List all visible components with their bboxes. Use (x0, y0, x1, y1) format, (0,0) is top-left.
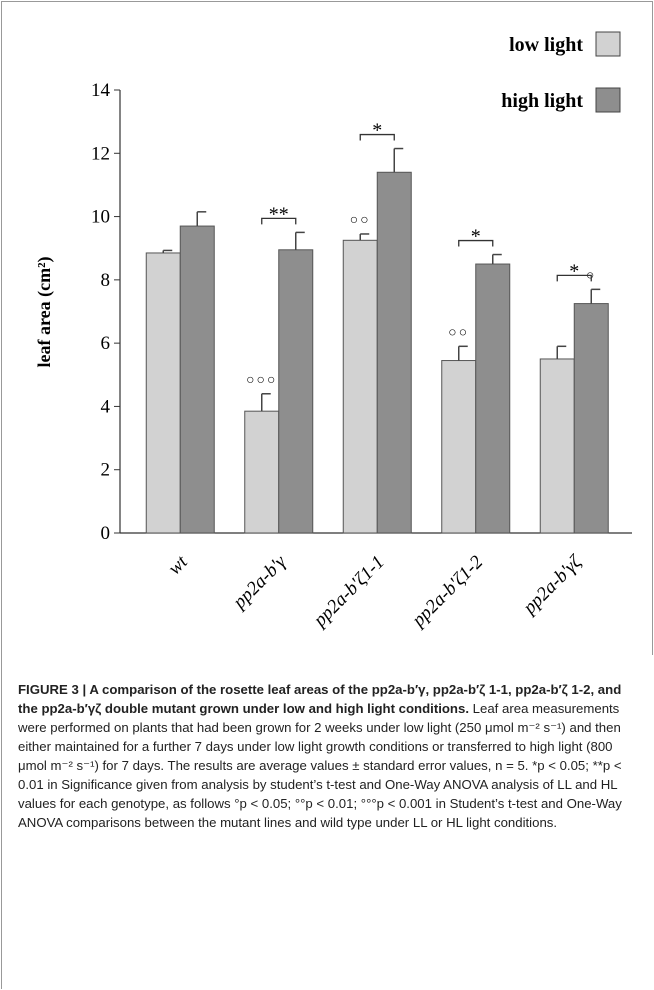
significance-mark: ○○ (448, 325, 469, 340)
legend-swatch (595, 31, 621, 57)
significance-bracket (458, 239, 494, 247)
significance-mark: ○○○ (246, 373, 277, 388)
y-tick-label: 8 (101, 270, 111, 291)
significance-bracket (261, 217, 297, 225)
x-tick-label: pp2a-b'γ (228, 551, 291, 614)
bar (376, 171, 412, 534)
caption: FIGURE 3 | A comparison of the rosette l… (18, 680, 638, 832)
y-tick-label: 2 (101, 460, 111, 481)
frame (652, 1, 653, 655)
bar (145, 252, 181, 534)
bar (342, 239, 378, 534)
y-tick-label: 12 (91, 143, 110, 164)
y-axis-label: leaf area (cm²) (34, 256, 55, 367)
legend-swatch (595, 87, 621, 113)
bar (278, 249, 314, 534)
chart: leaf area (cm²) 0 2 4 6 8 10 12 14 low light high… (34, 31, 632, 633)
legend-label: high light (501, 90, 583, 112)
significance-label: * (569, 260, 579, 282)
x-tick-label: pp2a-b'ζ1-1 (308, 552, 389, 633)
bar (539, 358, 575, 534)
significance-label: ** (269, 203, 289, 225)
y-tick-label: 6 (101, 333, 111, 354)
bar (475, 263, 511, 534)
x-tick-label: wt (164, 551, 192, 579)
x-tick-label: pp2a-b'ζ1-2 (407, 551, 488, 632)
significance-bracket (556, 274, 592, 282)
y-tick-label: 0 (101, 523, 111, 544)
legend-label: low light (509, 34, 583, 56)
significance-mark: ○○ (350, 213, 371, 228)
bar (244, 410, 280, 534)
caption-title: FIGURE 3 | A comparison of the rosette l… (18, 682, 622, 716)
significance-label: * (471, 226, 481, 248)
y-tick-label: 4 (101, 396, 111, 417)
bar (441, 360, 477, 534)
significance-bracket (359, 133, 395, 141)
y-tick-label: 10 (91, 207, 110, 228)
bar (573, 303, 609, 534)
bar (179, 225, 215, 534)
y-tick-label: 14 (91, 80, 111, 101)
significance-label: * (372, 120, 382, 142)
x-tick-label: pp2a-b'γζ (518, 551, 587, 620)
caption-body: Leaf area measurements were performed on… (18, 701, 622, 830)
